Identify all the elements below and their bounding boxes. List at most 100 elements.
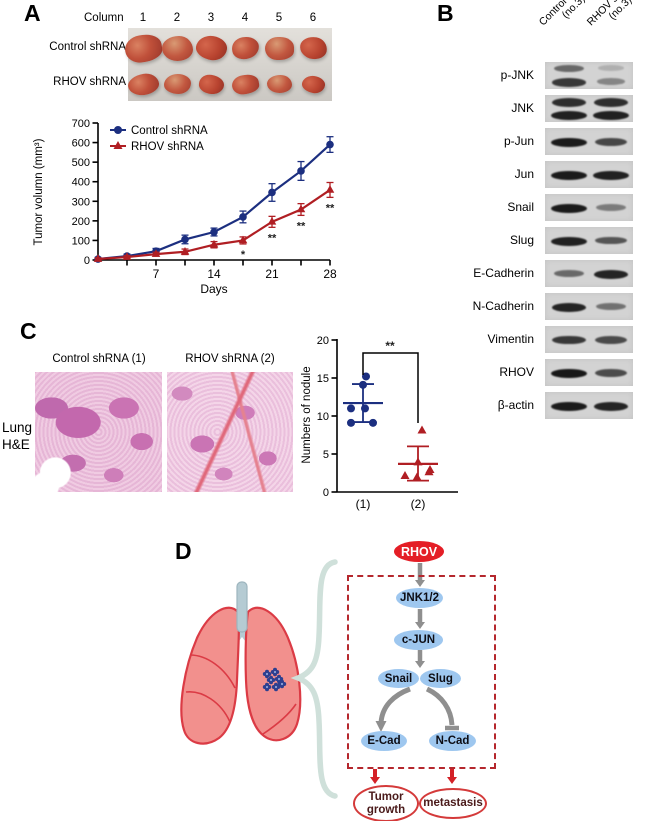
tumor-specimen — [193, 33, 229, 63]
panel-a-label: A — [24, 0, 41, 26]
blot-strip — [545, 128, 633, 155]
blot-band — [551, 170, 587, 180]
blot-band — [551, 302, 587, 312]
blot-label: JNK — [511, 101, 534, 115]
blot-band — [552, 335, 586, 345]
curly-brace — [290, 559, 338, 799]
tumor-specimen — [300, 73, 326, 95]
hne-image-control — [35, 372, 162, 492]
blot-strip — [545, 293, 633, 320]
blot-strip — [545, 326, 633, 353]
svg-text:Days: Days — [200, 282, 227, 296]
blot-strip — [545, 227, 633, 254]
svg-text:100: 100 — [72, 235, 90, 247]
svg-text:21: 21 — [265, 267, 279, 281]
svg-text:7: 7 — [153, 267, 160, 281]
blot-label: p-Jun — [503, 134, 534, 148]
pathway-node-jnk: JNK1/2 — [396, 588, 443, 608]
photo-column-number: 5 — [275, 12, 283, 24]
blot-band — [551, 236, 587, 246]
blot-row-actin: β-actin — [432, 392, 658, 419]
blot-label: Jun — [514, 167, 534, 181]
blot-label: Snail — [507, 200, 534, 214]
blot-row-vimentin: Vimentin — [432, 326, 658, 353]
blot-band — [553, 65, 585, 73]
blot-row-ecadherin: E-Cadherin — [432, 260, 658, 287]
svg-text:28: 28 — [323, 267, 337, 281]
tumor-specimen — [161, 35, 193, 61]
pathway-node-slug: Slug — [420, 669, 461, 688]
svg-text:**: ** — [297, 220, 306, 232]
blot-strip — [545, 95, 633, 122]
blot-strip — [545, 62, 633, 89]
photo-column-header: Column — [84, 12, 124, 24]
blot-lane-header-rhov: RHOV shRNA (no.3) — [585, 0, 648, 36]
blot-band — [593, 269, 629, 279]
blot-strip — [545, 392, 633, 419]
svg-text:**: ** — [385, 339, 395, 353]
svg-text:RHOV shRNA: RHOV shRNA — [131, 141, 204, 153]
blot-band — [551, 137, 587, 147]
tumor-volume-chart: 0 100 200 300 400 500 600 700 7 14 21 28 Days Tumor v… — [33, 118, 337, 296]
outcome-metastasis: metastasis — [419, 788, 487, 819]
lung-hne-side-label: Lung H&E — [2, 419, 36, 453]
pathway-arrows-gray — [415, 563, 425, 668]
tumor-specimen — [230, 72, 260, 96]
svg-text:400: 400 — [72, 177, 90, 189]
pathway-node-ncad: N-Cad — [429, 731, 476, 751]
svg-text:200: 200 — [72, 216, 90, 228]
blot-band — [593, 98, 629, 107]
svg-text:Numbers of nodule: Numbers of nodule — [301, 366, 313, 463]
tumor-specimen — [297, 35, 329, 61]
hne-title-rhov: RHOV shRNA (2) — [185, 353, 275, 365]
tumor-specimen — [264, 36, 294, 60]
tumor-photo — [122, 28, 332, 101]
lung-fissures — [185, 654, 297, 735]
blot-label: β-actin — [497, 398, 534, 412]
svg-text:500: 500 — [72, 157, 90, 169]
photo-row-label-control: Control shRNA — [49, 41, 126, 53]
blot-row-pjnk: p-JNK — [432, 62, 658, 89]
panel-d-label: D — [175, 538, 192, 564]
svg-text:Tumor volumn (mm³): Tumor volumn (mm³) — [33, 138, 45, 245]
svg-text:0: 0 — [84, 255, 90, 267]
hne-title-control: Control shRNA (1) — [52, 353, 146, 365]
trachea — [236, 581, 248, 633]
svg-text:5: 5 — [323, 449, 329, 461]
blot-band — [593, 111, 629, 121]
blot-band — [551, 203, 587, 213]
photo-row-label-rhov: RHOV shRNA — [53, 76, 126, 88]
scatter-group-1 — [343, 372, 383, 427]
svg-text:14: 14 — [207, 267, 221, 281]
blot-row-ncadherin: N-Cadherin — [432, 293, 658, 320]
blot-label: Slug — [509, 233, 534, 247]
blot-band — [551, 98, 587, 107]
panel-c-label: C — [20, 318, 37, 344]
blot-row-snail: Snail — [432, 194, 658, 221]
panel-b-label: B — [437, 0, 454, 26]
pathway-node-rhov: RHOV — [394, 541, 444, 562]
blot-label: E-Cadherin — [473, 266, 534, 280]
curved-inhibitor-ncad — [425, 686, 455, 726]
blot-band — [552, 78, 586, 87]
blot-label: N-Cadherin — [472, 299, 534, 313]
svg-text:700: 700 — [72, 118, 90, 130]
blot-strip — [545, 161, 633, 188]
svg-text:**: ** — [326, 202, 335, 214]
pathway-node-ecad: E-Cad — [361, 731, 407, 751]
side-label-lung: Lung — [2, 420, 33, 435]
blot-band — [551, 111, 587, 121]
nodule-scatter-chart: 0 5 10 15 20 (1) (2) Numbers of nodule ** — [301, 335, 458, 511]
blot-strip — [545, 359, 633, 386]
pathway-node-snail: Snail — [378, 669, 419, 688]
svg-text:10: 10 — [317, 411, 329, 423]
photo-column-number: 6 — [309, 12, 317, 24]
blot-row-pjun: p-Jun — [432, 128, 658, 155]
blot-row-jun: Jun — [432, 161, 658, 188]
tumor-specimen — [197, 72, 225, 96]
photo-column-number: 1 — [139, 12, 147, 24]
blot-label: p-JNK — [500, 68, 534, 82]
svg-text:300: 300 — [72, 196, 90, 208]
blot-strip — [545, 194, 633, 221]
svg-text:20: 20 — [317, 335, 329, 347]
